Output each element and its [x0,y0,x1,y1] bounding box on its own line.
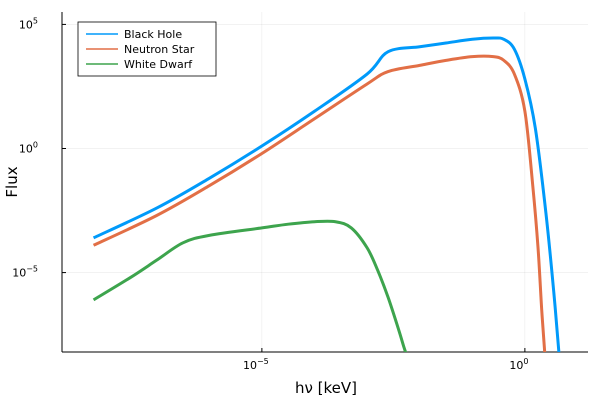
y-tick-labels: 10−5 100 105 [12,16,38,279]
legend: Black Hole Neutron Star White Dwarf [77,21,217,77]
grid [62,12,588,352]
y-axis-label: Flux [3,166,21,197]
series-line-white-dwarf [92,219,408,352]
legend-label-black-hole: Black Hole [124,28,182,41]
y-tick-label-1: 100 [19,140,38,155]
series-line-neutron-star [92,54,547,352]
x-tick-label-0: 10−5 [243,357,269,372]
x-tick-labels: 10−5 100 [243,357,528,372]
series-group [92,36,561,352]
x-tick-label-1: 100 [509,357,528,372]
axes [61,12,588,353]
legend-label-neutron-star: Neutron Star [124,43,195,56]
y-tick-label-2: 105 [19,16,38,31]
x-axis-label: hν [keV] [295,379,357,397]
y-tick-label-0: 10−5 [12,265,38,280]
series-line-black-hole [92,36,561,352]
legend-label-white-dwarf: White Dwarf [124,58,193,71]
